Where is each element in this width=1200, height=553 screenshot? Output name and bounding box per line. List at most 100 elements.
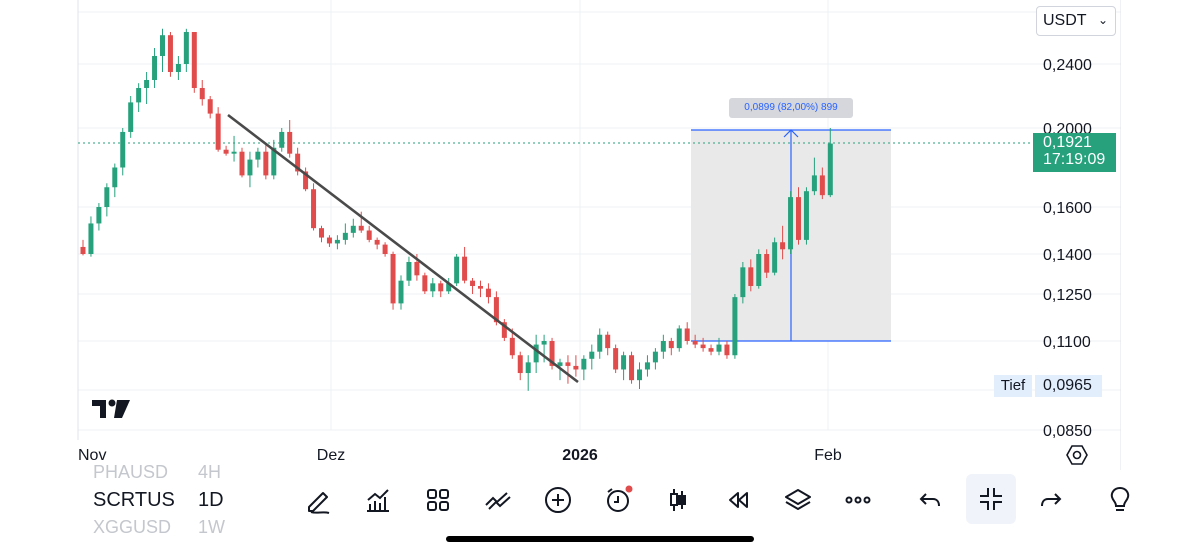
price-axis[interactable]: 0,24000,20000,16000,14000,12500,11000,08… <box>1043 57 1092 440</box>
candle-body <box>740 267 746 298</box>
indicators-button[interactable] <box>362 484 394 516</box>
candle-body <box>676 328 682 349</box>
object-tree-button[interactable] <box>782 484 814 516</box>
candle-body <box>96 207 102 224</box>
symbol-prev[interactable]: PHAUSD <box>93 462 169 482</box>
candle-body <box>454 256 460 284</box>
timeframe-next[interactable]: 1W <box>198 517 225 537</box>
alerts-button[interactable] <box>602 484 634 516</box>
candle-body <box>390 254 396 304</box>
candle-body <box>470 280 476 286</box>
candle-body <box>629 355 635 381</box>
alarm-clock-icon <box>603 485 633 512</box>
candle-body <box>565 362 571 366</box>
price-tick-label: 0,0850 <box>1043 423 1092 440</box>
candlestick-series <box>80 28 833 391</box>
time-tick-label: 2026 <box>562 447 598 464</box>
candles-icon <box>670 489 686 511</box>
compare-button[interactable] <box>482 484 514 516</box>
low-marker-value: 0,0965 <box>1035 375 1102 397</box>
home-indicator <box>446 536 754 542</box>
candle-body <box>780 242 786 250</box>
lightbulb-icon <box>1110 486 1130 511</box>
hints-button[interactable] <box>1104 484 1136 516</box>
candle-body <box>684 328 690 341</box>
undo-button[interactable] <box>914 484 946 516</box>
candle-body <box>239 151 245 176</box>
redo-icon <box>1041 493 1062 507</box>
price-chart[interactable]: 0,24000,20000,16000,14000,12500,11000,08… <box>0 0 1200 470</box>
chart-type-button[interactable] <box>662 484 694 516</box>
replay-button[interactable] <box>722 484 754 516</box>
measure-label: 0,0899 (82,00%) 899 <box>729 98 853 118</box>
candle-body <box>700 344 706 349</box>
candle-body <box>581 358 587 370</box>
candle-body <box>644 362 650 370</box>
candle-body <box>485 288 491 298</box>
candle-body <box>493 297 499 323</box>
currency-select[interactable]: USDT ⌄ <box>1036 6 1116 36</box>
candle-body <box>382 244 388 254</box>
candle-body <box>175 64 181 72</box>
candle-body <box>462 256 468 281</box>
candle-body <box>167 35 173 72</box>
candle-body <box>199 88 205 100</box>
candle-body <box>422 275 428 292</box>
candle-body <box>541 341 547 345</box>
candle-body <box>414 262 420 276</box>
candle-body <box>191 32 197 88</box>
currency-value: USDT <box>1043 12 1087 29</box>
fullscreen-exit-button[interactable] <box>966 474 1016 524</box>
symbol-current[interactable]: SCRTUS <box>93 489 175 511</box>
drawing-tool-button[interactable] <box>302 484 334 516</box>
candle-body <box>223 149 229 154</box>
candle-body <box>350 225 356 233</box>
candle-body <box>136 88 142 103</box>
candle-body <box>430 283 436 292</box>
candle-body <box>342 232 348 240</box>
candle-body <box>88 223 94 254</box>
time-tick-label: Feb <box>814 447 842 464</box>
price-tick-label: 0,1600 <box>1043 200 1092 217</box>
candle-body <box>271 147 277 176</box>
bottom-toolbar: PHAUSD SCRTUS XGGUSD 4H 1D 1W <box>0 462 1200 537</box>
candle-body <box>446 283 452 292</box>
candle-body <box>772 242 778 273</box>
timeframe-current[interactable]: 1D <box>198 489 224 511</box>
candle-body <box>255 151 261 160</box>
time-axis[interactable]: Nov Dez 2026 Feb <box>78 447 842 464</box>
candle-body <box>605 334 611 349</box>
add-button[interactable] <box>542 484 574 516</box>
candle-body <box>247 159 253 176</box>
chart-settings-icon[interactable] <box>1066 444 1088 466</box>
more-dots-icon <box>845 496 871 504</box>
more-button[interactable] <box>842 484 874 516</box>
candle-body <box>152 56 158 80</box>
collapse-icon <box>980 488 1002 510</box>
price-tick-label: 0,1250 <box>1043 287 1092 304</box>
timeframe-prev[interactable]: 4H <box>198 462 222 482</box>
candle-body <box>104 187 110 207</box>
grid-icon <box>427 489 449 511</box>
layouts-button[interactable] <box>422 484 454 516</box>
candle-body <box>716 344 722 352</box>
candle-body <box>732 297 738 356</box>
candle-body <box>326 237 332 244</box>
last-price-tag: 0,1921 17:19:09 <box>1033 133 1116 172</box>
low-marker-label: Tief <box>994 375 1032 397</box>
candle-body <box>637 369 642 381</box>
layers-icon <box>785 489 811 510</box>
indicator-chart-icon <box>367 489 389 512</box>
candle-body <box>621 355 627 370</box>
symbol-next[interactable]: XGGUSD <box>93 517 172 537</box>
trendline[interactable] <box>227 113 579 384</box>
candle-body <box>589 351 595 359</box>
redo-button[interactable] <box>1035 484 1067 516</box>
candle-body <box>144 80 150 88</box>
candle-body <box>120 131 126 168</box>
candle-body <box>183 32 189 64</box>
compare-lines-icon <box>485 492 511 510</box>
candle-body <box>549 341 555 366</box>
last-price-value: 0,1921 <box>1043 134 1092 151</box>
candle-body <box>827 143 833 196</box>
